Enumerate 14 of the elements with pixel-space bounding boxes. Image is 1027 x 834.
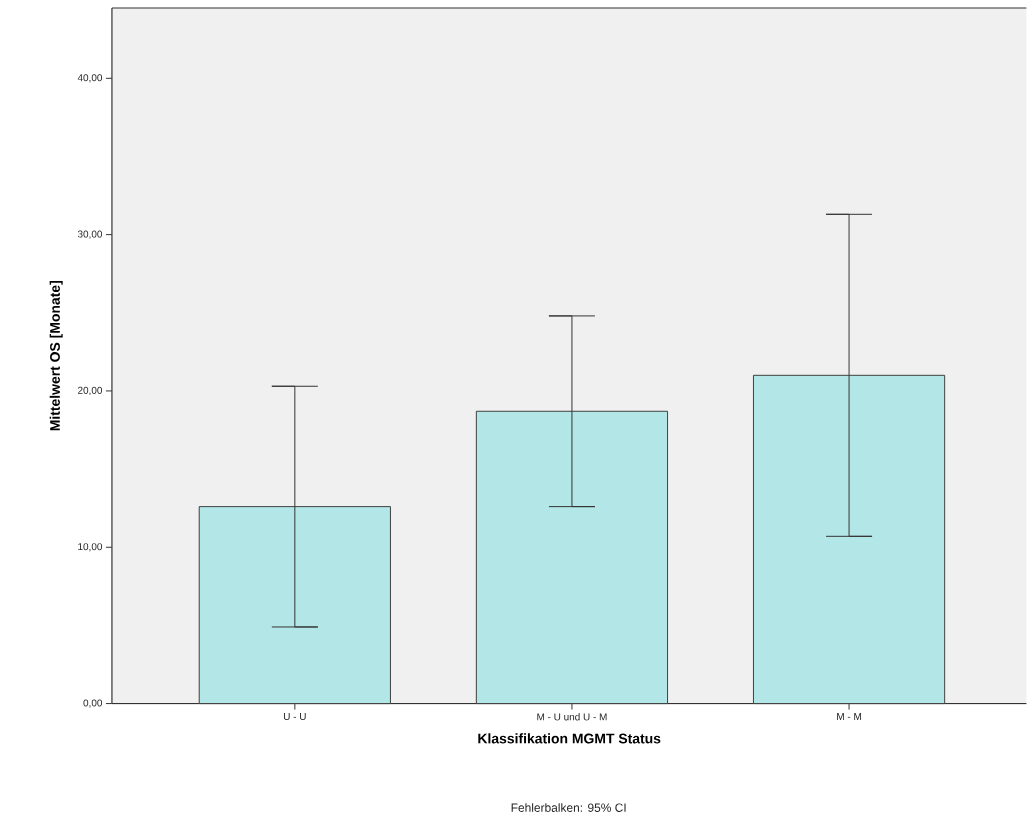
y-tick-label: 20,00 xyxy=(78,387,103,396)
y-tick-label: 40,00 xyxy=(77,74,103,83)
x-tick-label: M - M xyxy=(837,713,861,721)
text: Fehlerbalken: 95% CI xyxy=(511,803,626,813)
x-tick-label: U - U xyxy=(283,713,306,721)
bar xyxy=(475,411,669,705)
y-tick-label: 0,00 xyxy=(83,699,103,708)
y-axis-title: Mittelwert OS [Monate] xyxy=(49,281,63,431)
bar xyxy=(198,506,391,705)
y-tick-label: 30,00 xyxy=(77,230,103,239)
x-tick-label: M - U und U - M xyxy=(537,713,607,721)
bar xyxy=(752,375,946,705)
y-tick-label: 10,00 xyxy=(78,543,103,552)
x-axis-title: Klassifikation MGMT Status xyxy=(478,733,661,744)
